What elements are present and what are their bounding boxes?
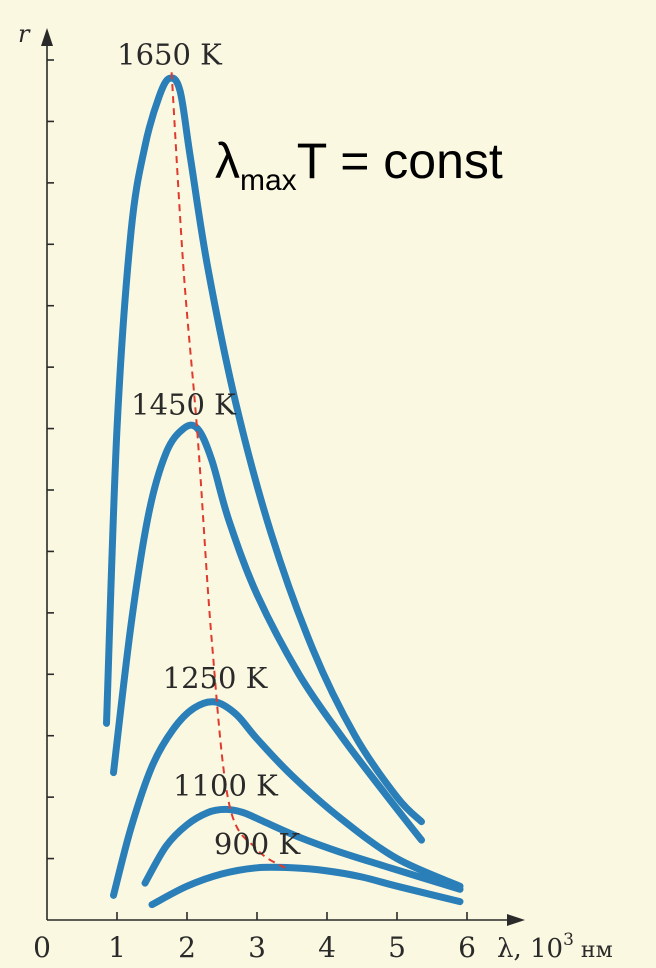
series-label: 1450 K xyxy=(131,388,237,422)
x-axis-label-exponent: 3 xyxy=(563,930,574,950)
series-curve xyxy=(141,805,464,893)
x-axis-label: λ, 103 нм xyxy=(497,930,613,964)
series-curve xyxy=(110,421,425,844)
series-label: 1100 K xyxy=(173,768,279,802)
x-tick-label: 1 xyxy=(108,931,126,964)
x-tick-label: 6 xyxy=(458,931,476,964)
series-curve xyxy=(110,698,464,899)
formula-subscript: max xyxy=(240,164,297,197)
wien-formula: λmaxT = const xyxy=(215,133,503,197)
formula-mask xyxy=(585,120,656,200)
y-axis-label: r xyxy=(18,20,31,48)
series-curve xyxy=(103,74,425,826)
x-axis-label-unit: нм xyxy=(574,938,613,963)
x-tick-label: 4 xyxy=(318,931,336,964)
formula-lambda: λ xyxy=(215,133,240,189)
series-labels-group: 1650 K 1450 K 1250 K 1100 K 900 K xyxy=(117,37,301,860)
series-curve xyxy=(148,863,464,909)
formula-rest: T = const xyxy=(297,133,503,189)
series-label: 1250 K xyxy=(163,661,269,695)
x-axis-arrow xyxy=(507,914,525,926)
x-tick-label: 3 xyxy=(248,931,266,964)
series-label: 1650 K xyxy=(117,37,223,71)
curves-group xyxy=(103,74,464,909)
x-tick-label: 0 xyxy=(33,931,51,964)
x-tick-label: 2 xyxy=(178,931,196,964)
series-label: 900 K xyxy=(214,827,302,861)
wien-displacement-locus xyxy=(170,72,286,869)
x-tick-label: 5 xyxy=(388,931,406,964)
axes-group xyxy=(41,28,525,926)
y-axis-arrow xyxy=(41,28,53,46)
x-axis-label-prefix: λ, 10 xyxy=(497,934,563,964)
y-ticks-group xyxy=(47,59,54,860)
x-ticks-group: 0 1 2 3 4 5 6 xyxy=(33,912,476,964)
